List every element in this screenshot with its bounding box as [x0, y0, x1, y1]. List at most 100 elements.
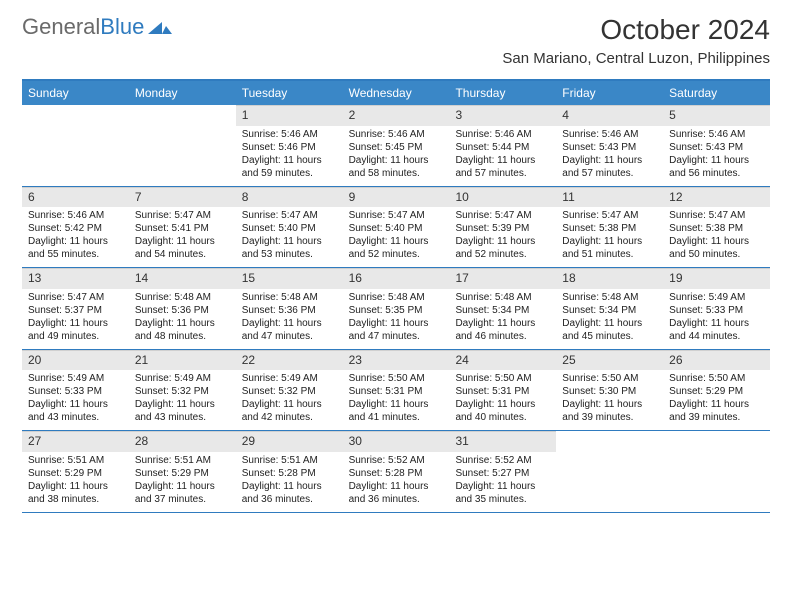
calendar-week: 6Sunrise: 5:46 AMSunset: 5:42 PMDaylight… [22, 187, 770, 269]
day-number: 15 [236, 268, 343, 289]
day-body: Sunrise: 5:48 AMSunset: 5:36 PMDaylight:… [129, 289, 236, 349]
sunrise-text: Sunrise: 5:51 AM [135, 454, 230, 467]
day-number: 12 [663, 187, 770, 208]
day-number: 17 [449, 268, 556, 289]
sunrise-text: Sunrise: 5:47 AM [349, 209, 444, 222]
dow-label: Wednesday [343, 81, 450, 105]
day-body: Sunrise: 5:46 AMSunset: 5:42 PMDaylight:… [22, 207, 129, 267]
sunset-text: Sunset: 5:44 PM [455, 141, 550, 154]
sunrise-text: Sunrise: 5:48 AM [562, 291, 657, 304]
calendar-cell: 23Sunrise: 5:50 AMSunset: 5:31 PMDayligh… [343, 350, 450, 431]
calendar-cell: 3Sunrise: 5:46 AMSunset: 5:44 PMDaylight… [449, 105, 556, 186]
dow-label: Monday [129, 81, 236, 105]
sunset-text: Sunset: 5:35 PM [349, 304, 444, 317]
daylight-text: Daylight: 11 hours and 48 minutes. [135, 317, 230, 343]
calendar-cell: .. [129, 105, 236, 186]
calendar-cell: 10Sunrise: 5:47 AMSunset: 5:39 PMDayligh… [449, 187, 556, 268]
day-number: 3 [449, 105, 556, 126]
calendar-cell: 11Sunrise: 5:47 AMSunset: 5:38 PMDayligh… [556, 187, 663, 268]
sunrise-text: Sunrise: 5:46 AM [242, 128, 337, 141]
sunrise-text: Sunrise: 5:51 AM [28, 454, 123, 467]
calendar-cell: 7Sunrise: 5:47 AMSunset: 5:41 PMDaylight… [129, 187, 236, 268]
daylight-text: Daylight: 11 hours and 40 minutes. [455, 398, 550, 424]
day-body: Sunrise: 5:51 AMSunset: 5:28 PMDaylight:… [236, 452, 343, 512]
daylight-text: Daylight: 11 hours and 50 minutes. [669, 235, 764, 261]
sunrise-text: Sunrise: 5:49 AM [135, 372, 230, 385]
sunrise-text: Sunrise: 5:50 AM [349, 372, 444, 385]
logo-mark-icon [148, 14, 172, 40]
calendar-cell: 5Sunrise: 5:46 AMSunset: 5:43 PMDaylight… [663, 105, 770, 186]
dow-label: Sunday [22, 81, 129, 105]
sunrise-text: Sunrise: 5:46 AM [455, 128, 550, 141]
daylight-text: Daylight: 11 hours and 37 minutes. [135, 480, 230, 506]
sunset-text: Sunset: 5:34 PM [562, 304, 657, 317]
day-number: 18 [556, 268, 663, 289]
day-body: Sunrise: 5:48 AMSunset: 5:36 PMDaylight:… [236, 289, 343, 349]
day-body: Sunrise: 5:48 AMSunset: 5:34 PMDaylight:… [449, 289, 556, 349]
calendar-week: 27Sunrise: 5:51 AMSunset: 5:29 PMDayligh… [22, 431, 770, 513]
sunrise-text: Sunrise: 5:48 AM [455, 291, 550, 304]
dow-label: Friday [556, 81, 663, 105]
daylight-text: Daylight: 11 hours and 36 minutes. [242, 480, 337, 506]
calendar-cell: 4Sunrise: 5:46 AMSunset: 5:43 PMDaylight… [556, 105, 663, 186]
day-number: 4 [556, 105, 663, 126]
sunrise-text: Sunrise: 5:47 AM [28, 291, 123, 304]
daylight-text: Daylight: 11 hours and 47 minutes. [242, 317, 337, 343]
calendar-cell: 15Sunrise: 5:48 AMSunset: 5:36 PMDayligh… [236, 268, 343, 349]
sunrise-text: Sunrise: 5:46 AM [349, 128, 444, 141]
sunset-text: Sunset: 5:41 PM [135, 222, 230, 235]
sunset-text: Sunset: 5:45 PM [349, 141, 444, 154]
calendar-cell: 25Sunrise: 5:50 AMSunset: 5:30 PMDayligh… [556, 350, 663, 431]
sunrise-text: Sunrise: 5:51 AM [242, 454, 337, 467]
day-number: 21 [129, 350, 236, 371]
daylight-text: Daylight: 11 hours and 49 minutes. [28, 317, 123, 343]
day-body: Sunrise: 5:47 AMSunset: 5:41 PMDaylight:… [129, 207, 236, 267]
sunrise-text: Sunrise: 5:50 AM [562, 372, 657, 385]
calendar-week: ....1Sunrise: 5:46 AMSunset: 5:46 PMDayl… [22, 105, 770, 187]
sunset-text: Sunset: 5:29 PM [669, 385, 764, 398]
sunset-text: Sunset: 5:38 PM [562, 222, 657, 235]
calendar-cell: .. [22, 105, 129, 186]
day-number: 1 [236, 105, 343, 126]
calendar-cell: 27Sunrise: 5:51 AMSunset: 5:29 PMDayligh… [22, 431, 129, 512]
day-body: Sunrise: 5:47 AMSunset: 5:39 PMDaylight:… [449, 207, 556, 267]
calendar-week: 13Sunrise: 5:47 AMSunset: 5:37 PMDayligh… [22, 268, 770, 350]
calendar-cell: 18Sunrise: 5:48 AMSunset: 5:34 PMDayligh… [556, 268, 663, 349]
calendar-cell: 31Sunrise: 5:52 AMSunset: 5:27 PMDayligh… [449, 431, 556, 512]
sunset-text: Sunset: 5:31 PM [349, 385, 444, 398]
day-body: Sunrise: 5:48 AMSunset: 5:34 PMDaylight:… [556, 289, 663, 349]
day-number: 25 [556, 350, 663, 371]
sunset-text: Sunset: 5:27 PM [455, 467, 550, 480]
calendar-cell: 30Sunrise: 5:52 AMSunset: 5:28 PMDayligh… [343, 431, 450, 512]
day-number: 11 [556, 187, 663, 208]
day-body: Sunrise: 5:50 AMSunset: 5:30 PMDaylight:… [556, 370, 663, 430]
sunset-text: Sunset: 5:28 PM [349, 467, 444, 480]
sunrise-text: Sunrise: 5:46 AM [669, 128, 764, 141]
daylight-text: Daylight: 11 hours and 59 minutes. [242, 154, 337, 180]
sunrise-text: Sunrise: 5:46 AM [28, 209, 123, 222]
day-number: 8 [236, 187, 343, 208]
calendar-cell: 29Sunrise: 5:51 AMSunset: 5:28 PMDayligh… [236, 431, 343, 512]
daylight-text: Daylight: 11 hours and 46 minutes. [455, 317, 550, 343]
sunset-text: Sunset: 5:39 PM [455, 222, 550, 235]
day-body: Sunrise: 5:51 AMSunset: 5:29 PMDaylight:… [129, 452, 236, 512]
calendar-cell: 14Sunrise: 5:48 AMSunset: 5:36 PMDayligh… [129, 268, 236, 349]
calendar-cell: 28Sunrise: 5:51 AMSunset: 5:29 PMDayligh… [129, 431, 236, 512]
sunset-text: Sunset: 5:38 PM [669, 222, 764, 235]
day-body: Sunrise: 5:49 AMSunset: 5:32 PMDaylight:… [236, 370, 343, 430]
sunrise-text: Sunrise: 5:49 AM [242, 372, 337, 385]
daylight-text: Daylight: 11 hours and 39 minutes. [669, 398, 764, 424]
calendar: SundayMondayTuesdayWednesdayThursdayFrid… [22, 79, 770, 513]
day-body: Sunrise: 5:50 AMSunset: 5:31 PMDaylight:… [343, 370, 450, 430]
daylight-text: Daylight: 11 hours and 52 minutes. [455, 235, 550, 261]
day-body: Sunrise: 5:46 AMSunset: 5:43 PMDaylight:… [556, 126, 663, 186]
sunset-text: Sunset: 5:31 PM [455, 385, 550, 398]
dow-label: Thursday [449, 81, 556, 105]
day-number: 24 [449, 350, 556, 371]
sunset-text: Sunset: 5:40 PM [242, 222, 337, 235]
sunrise-text: Sunrise: 5:47 AM [562, 209, 657, 222]
day-body: Sunrise: 5:46 AMSunset: 5:45 PMDaylight:… [343, 126, 450, 186]
calendar-cell: .. [663, 431, 770, 512]
sunset-text: Sunset: 5:36 PM [242, 304, 337, 317]
page-title: October 2024 [502, 14, 770, 46]
